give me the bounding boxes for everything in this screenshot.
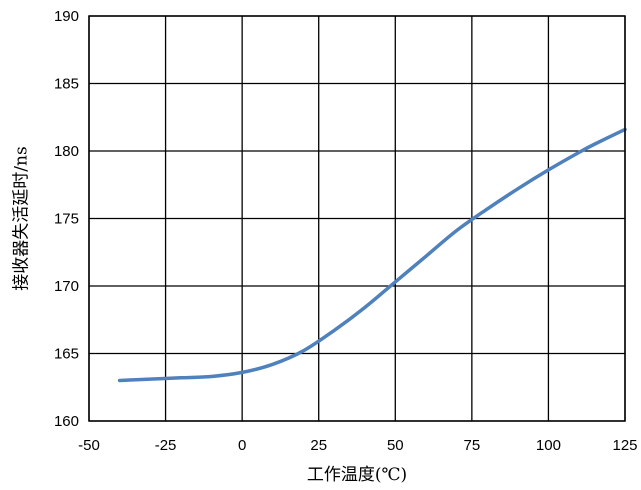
- x-tick-label: 0: [238, 437, 246, 454]
- series-line: [117, 127, 627, 383]
- x-tick-label: 50: [387, 437, 404, 454]
- x-tick-label: -25: [155, 437, 177, 454]
- y-tick-label: 165: [54, 346, 79, 363]
- y-tick-label: 160: [54, 413, 79, 430]
- y-tick-label: 180: [54, 143, 79, 160]
- series-layer: [117, 127, 627, 383]
- y-tick-label: 175: [54, 211, 79, 228]
- x-tick-label: 125: [612, 437, 637, 454]
- x-tick-label: 25: [310, 437, 327, 454]
- y-tick-label: 170: [54, 278, 79, 295]
- x-axis-ticks: -50 -25 0 25 50 75 100 125: [78, 437, 637, 454]
- x-tick-label: -50: [78, 437, 100, 454]
- x-tick-label: 75: [464, 437, 481, 454]
- y-axis-ticks: 160 165 170 175 180 185 190: [54, 8, 79, 430]
- plot-area-frame: [88, 15, 626, 422]
- y-tick-label: 185: [54, 76, 79, 93]
- x-tick-label: 100: [536, 437, 561, 454]
- y-tick-label: 190: [54, 8, 79, 25]
- y-axis-label: 接收器失活延时/ns: [12, 146, 32, 290]
- x-axis-label: 工作温度(℃): [307, 465, 407, 485]
- grid: [88, 15, 626, 422]
